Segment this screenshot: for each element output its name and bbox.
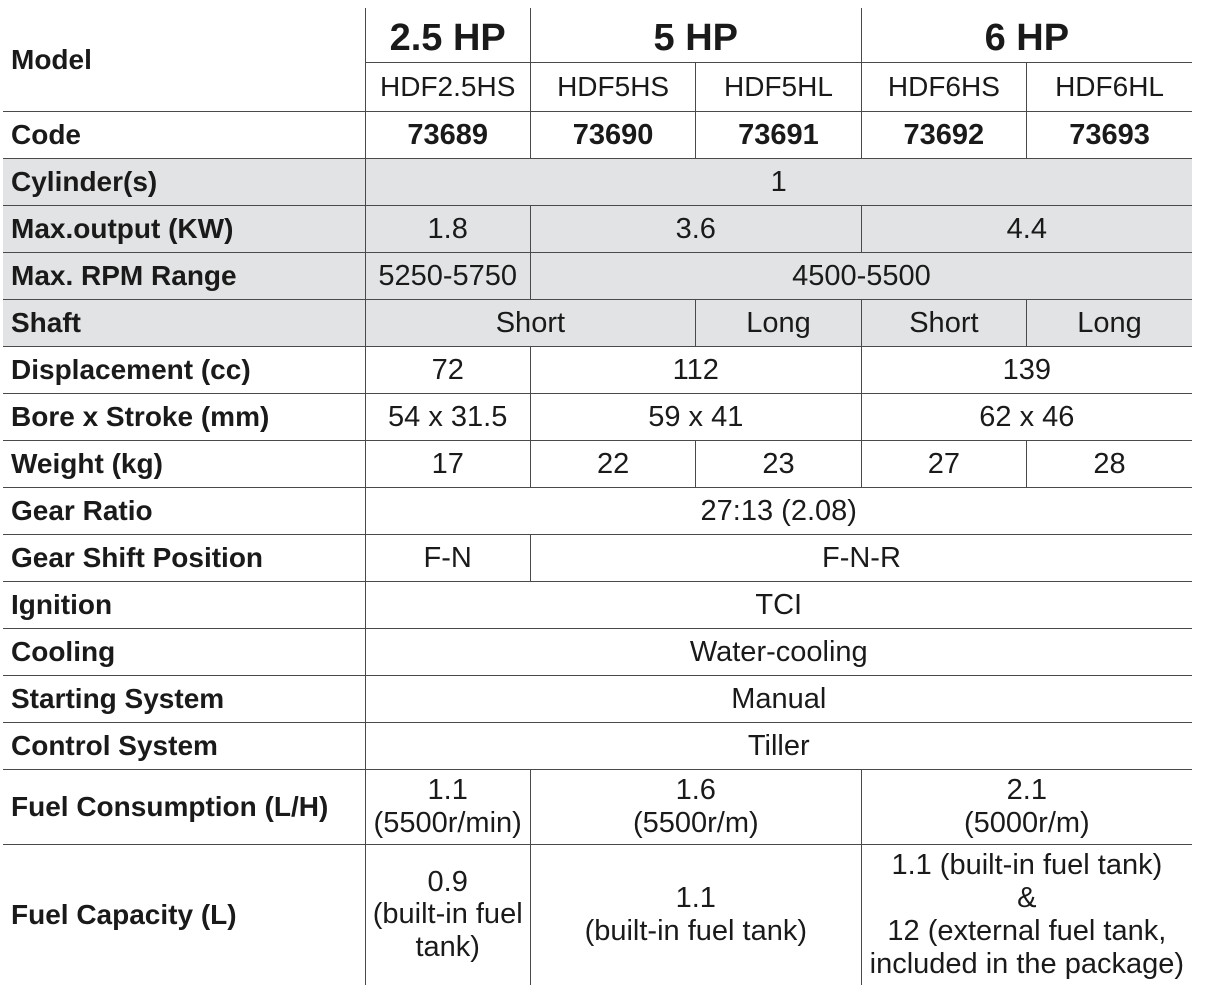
table-row-displacement: Displacement (cc) 72 112 139: [3, 346, 1192, 394]
table-row-fuel-consumption: Fuel Consumption (L/H) 1.1 (5500r/min) 1…: [3, 769, 1192, 845]
cell-value: 4.4: [860, 205, 1192, 253]
cell-value: Short: [364, 299, 696, 347]
row-label: Control System: [3, 722, 365, 770]
cell-line: 1.1: [427, 774, 468, 807]
table-row-starting: Starting System Manual: [3, 675, 1192, 723]
cell-value: 1.1 (built-in fuel tank): [529, 844, 862, 985]
table-row-ignition: Ignition TCI: [3, 581, 1192, 629]
cell-value: 23: [695, 440, 862, 488]
cell-value: Long: [1026, 299, 1192, 347]
table-row-weight: Weight (kg) 17 22 23 27 28: [3, 440, 1192, 488]
model-name: HDF6HS: [860, 62, 1027, 112]
cell-line: 2.1: [1006, 774, 1047, 807]
table-row-cooling: Cooling Water-cooling: [3, 628, 1192, 676]
cell-line: 1.1: [675, 881, 716, 914]
table-row-rpm: Max. RPM Range 5250-5750 4500-5500: [3, 252, 1192, 300]
table-row-control: Control System Tiller: [3, 722, 1192, 770]
row-label: Displacement (cc): [3, 346, 365, 394]
cell-value: 112: [529, 346, 862, 394]
table-row-bore-stroke: Bore x Stroke (mm) 54 x 31.5 59 x 41 62 …: [3, 393, 1192, 441]
model-name: HDF2.5HS: [364, 62, 531, 112]
hp-group-6: 6 HP: [860, 8, 1192, 63]
table-row-code: Code 73689 73690 73691 73692 73693: [3, 111, 1192, 159]
cell-value: TCI: [364, 581, 1192, 629]
row-label: Ignition: [3, 581, 365, 629]
cell-value: 72: [364, 346, 531, 394]
cell-value: 59 x 41: [529, 393, 862, 441]
hp-header-row: Model 2.5 HP 5 HP 6 HP: [3, 8, 1192, 75]
cell-value: Long: [695, 299, 862, 347]
cell-value: 1.6 (5500r/m): [529, 769, 862, 845]
table-row-fuel-capacity: Fuel Capacity (L) 0.9 (built-in fuel tan…: [3, 844, 1192, 985]
code-value: 73690: [529, 111, 696, 159]
cell-value: 3.6: [529, 205, 862, 253]
model-name: HDF5HL: [695, 62, 862, 112]
table-row-gear-ratio: Gear Ratio 27:13 (2.08): [3, 487, 1192, 535]
model-label: Model: [11, 43, 92, 75]
cell-line: 1.6: [675, 774, 716, 807]
cell-value: Tiller: [364, 722, 1192, 770]
model-header-row: HDF2.5HS HDF5HS HDF5HL HDF6HS HDF6HL: [3, 62, 1192, 112]
row-label: Gear Ratio: [3, 487, 365, 535]
row-label: Bore x Stroke (mm): [3, 393, 365, 441]
row-label: Weight (kg): [3, 440, 365, 488]
hp-group-5: 5 HP: [529, 8, 862, 63]
row-label: Starting System: [3, 675, 365, 723]
cell-value: 139: [860, 346, 1192, 394]
row-label: Fuel Consumption (L/H): [3, 769, 365, 845]
table-row-cylinders: Cylinder(s) 1: [3, 158, 1192, 206]
cell-value: 1.1 (built-in fuel tank) & 12 (external …: [860, 844, 1192, 985]
row-label: Fuel Capacity (L): [3, 844, 365, 985]
model-name: HDF6HL: [1026, 62, 1192, 112]
cell-value: 28: [1026, 440, 1192, 488]
cell-value: 1.8: [364, 205, 531, 253]
code-value: 73692: [860, 111, 1027, 159]
row-label: Gear Shift Position: [3, 534, 365, 582]
table-row-shaft: Shaft Short Long Short Long: [3, 299, 1192, 347]
row-label: Cylinder(s): [3, 158, 365, 206]
cell-value: 22: [529, 440, 696, 488]
cell-line: (5000r/m): [963, 807, 1090, 839]
cell-line: (built-in fuel tank): [584, 914, 807, 947]
spec-table: Model 2.5 HP 5 HP 6 HP HDF2.5HS HDF5HS H…: [3, 8, 1192, 985]
cell-line: tank): [415, 931, 480, 964]
cell-line: (5500r/m): [632, 807, 759, 839]
cell-value: 1.1 (5500r/min): [364, 769, 531, 845]
code-value: 73693: [1026, 111, 1192, 159]
table-row-max-output: Max.output (KW) 1.8 3.6 4.4: [3, 205, 1192, 253]
cell-line: included in the package): [869, 947, 1185, 980]
cell-value: 4500-5500: [529, 252, 1192, 300]
cell-value: 27:13 (2.08): [364, 487, 1192, 535]
cell-value: 1: [364, 158, 1192, 206]
cell-value: Short: [860, 299, 1027, 347]
row-label: Code: [3, 111, 365, 159]
row-label: Max.output (KW): [3, 205, 365, 253]
cell-value: 54 x 31.5: [364, 393, 531, 441]
cell-value: Water-cooling: [364, 628, 1192, 676]
cell-line: &: [1017, 881, 1037, 914]
hp-group-2-5: 2.5 HP: [364, 8, 531, 63]
cell-value: F-N: [364, 534, 531, 582]
cell-line: 1.1 (built-in fuel tank): [891, 849, 1163, 882]
cell-value: 27: [860, 440, 1027, 488]
cell-line: (5500r/min): [373, 807, 522, 839]
cell-value: Manual: [364, 675, 1192, 723]
cell-value: 17: [364, 440, 531, 488]
row-label: Max. RPM Range: [3, 252, 365, 300]
cell-value: 0.9 (built-in fuel tank): [364, 844, 531, 985]
row-label: Shaft: [3, 299, 365, 347]
cell-value: F-N-R: [529, 534, 1192, 582]
cell-line: (built-in fuel: [372, 898, 523, 931]
code-value: 73689: [364, 111, 531, 159]
row-label: Cooling: [3, 628, 365, 676]
cell-value: 5250-5750: [364, 252, 531, 300]
cell-value: 62 x 46: [860, 393, 1192, 441]
table-row-gear-shift: Gear Shift Position F-N F-N-R: [3, 534, 1192, 582]
cell-line: 0.9: [427, 865, 468, 898]
code-value: 73691: [695, 111, 862, 159]
cell-value: 2.1 (5000r/m): [860, 769, 1192, 845]
cell-line: 12 (external fuel tank,: [887, 914, 1167, 947]
model-name: HDF5HS: [529, 62, 696, 112]
